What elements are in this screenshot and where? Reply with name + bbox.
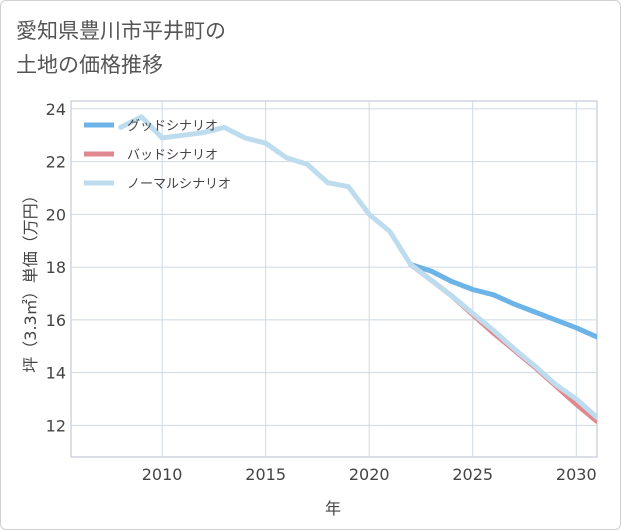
x-tick-labels: 2010 2015 2020 2025 2030: [142, 465, 597, 484]
legend-label-0: グッドシナリオ: [127, 119, 218, 134]
y-tick-label: 24: [46, 100, 66, 119]
y-tick-label: 12: [46, 416, 66, 435]
y-tick-label: 16: [46, 311, 66, 330]
y-tick-label: 22: [46, 153, 66, 172]
chart-title: 愛知県豊川市平井町の 土地の価格推移: [16, 14, 226, 82]
series-line-2: [118, 114, 597, 420]
y-tick-label: 14: [46, 364, 66, 383]
y-tick-label: 18: [46, 258, 66, 277]
x-tick-label: 2020: [349, 465, 390, 484]
series-lines: [118, 114, 597, 424]
x-tick-label: 2030: [556, 465, 597, 484]
plot-area: [70, 100, 598, 458]
legend-label-1: バッドシナリオ: [127, 148, 218, 163]
chart-title-line1: 愛知県豊川市平井町の: [16, 19, 226, 43]
grid: [71, 101, 597, 457]
y-axis-label: 坪（3.3㎡）単価（万円）: [21, 187, 40, 372]
x-tick-label: 2025: [452, 465, 493, 484]
x-axis-label: 年: [325, 499, 341, 518]
series-line-0: [408, 262, 597, 340]
y-tick-label: 20: [46, 205, 66, 224]
x-tick-label: 2010: [142, 465, 183, 484]
legend-label-2: ノーマルシナリオ: [127, 177, 231, 192]
chart-title-line2: 土地の価格推移: [16, 53, 163, 77]
x-tick-label: 2015: [245, 465, 286, 484]
y-tick-labels: 12 14 16 18 20 22 24: [46, 100, 66, 435]
